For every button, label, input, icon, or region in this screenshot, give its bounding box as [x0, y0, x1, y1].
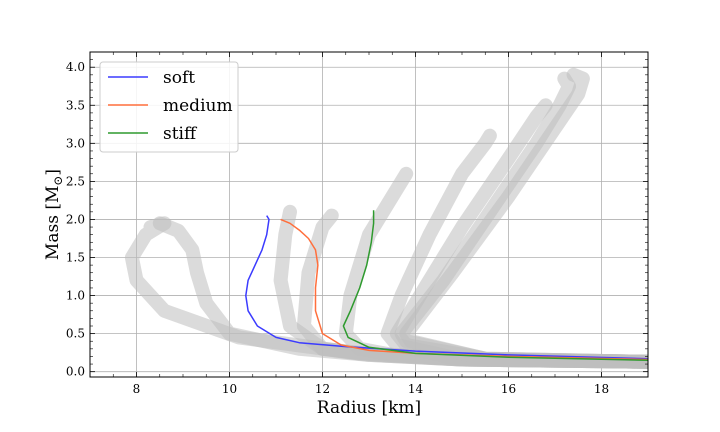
legend: soft medium stiff: [99, 61, 239, 153]
y-tick-label: 3.0: [66, 136, 85, 150]
series-line-stiff: [342, 210, 648, 362]
background-curve: [296, 208, 648, 369]
x-tick-label: 10: [222, 382, 237, 396]
x-tick-label: 14: [408, 382, 424, 396]
y-tick-label: 0.5: [66, 327, 85, 341]
y-axis-label-subscript: ⊙: [51, 176, 65, 186]
legend-label-medium: medium: [163, 96, 233, 116]
x-tick-label: 8: [133, 382, 141, 396]
background-curve: [399, 67, 648, 369]
y-tick-label: 1.5: [66, 251, 85, 265]
y-tick-label: 4.0: [66, 60, 85, 74]
y-tick-label: 0.0: [66, 365, 85, 379]
x-axis-label: Radius [km]: [317, 398, 421, 418]
axis-ticks: [89, 52, 649, 377]
y-tick-label: 3.5: [66, 98, 85, 112]
y-axis-label-close: ]: [43, 169, 63, 176]
y-tick-label: 2.0: [66, 212, 85, 226]
legend-box: [99, 61, 239, 153]
tick-labels: 8 10 12 14 16 18 0.0 0.5 1.0 1.5 2.0 2.5 3.0 3.5 4.0: [66, 60, 609, 396]
legend-label-soft: soft: [163, 68, 195, 88]
legend-label-stiff: stiff: [163, 124, 198, 144]
y-tick-label: 1.0: [66, 289, 85, 303]
y-axis-label: Mass [M⊙]: [43, 169, 65, 260]
series-lines: [245, 210, 648, 362]
x-tick-label: 18: [594, 382, 609, 396]
x-tick-label: 12: [315, 382, 330, 396]
y-tick-label: 2.5: [66, 174, 85, 188]
y-axis-label-main: Mass [M: [43, 186, 63, 260]
x-tick-label: 16: [501, 382, 516, 396]
